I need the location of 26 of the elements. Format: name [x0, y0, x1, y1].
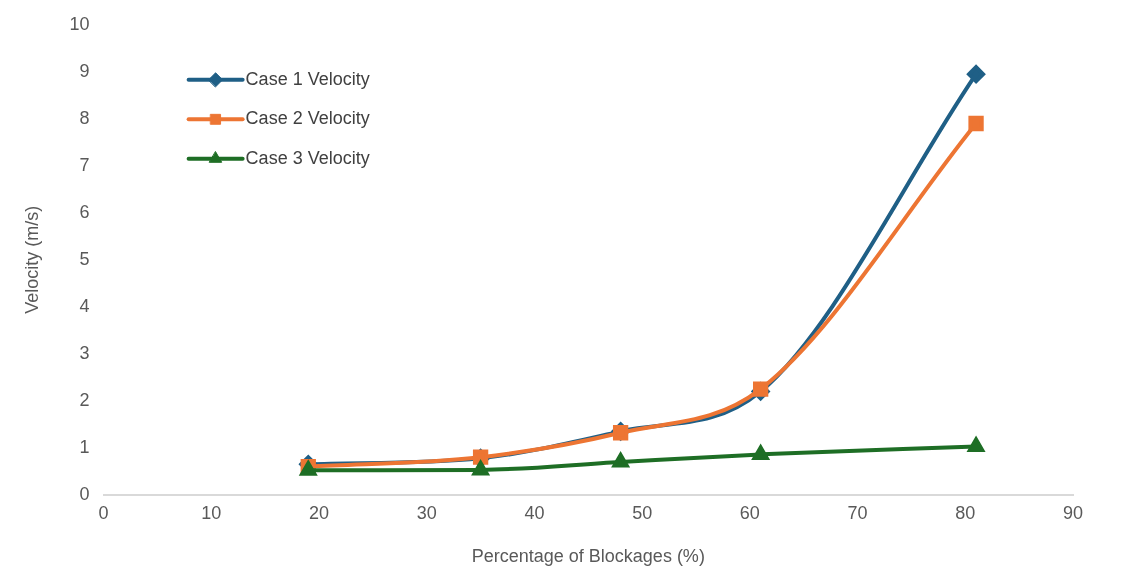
x-tick-label: 30	[416, 502, 437, 523]
x-tick-label: 70	[847, 502, 868, 523]
y-tick-label: 2	[79, 389, 90, 410]
y-tick-label: 7	[79, 154, 90, 175]
x-tick-label: 40	[524, 502, 545, 523]
x-tick-label: 60	[739, 502, 760, 523]
y-tick-label: 4	[79, 295, 90, 316]
legend-label: Case 3 Velocity	[245, 147, 370, 168]
x-tick-label: 90	[1062, 502, 1084, 523]
legend-label: Case 1 Velocity	[245, 68, 370, 89]
y-tick-label: 10	[69, 13, 90, 34]
y-axis-title: Velocity (m/s)	[21, 205, 42, 314]
y-tick-label: 9	[79, 60, 90, 81]
y-tick-label: 0	[79, 483, 90, 504]
y-tick-label: 5	[79, 248, 90, 269]
x-axis-title: Percentage of Blockages (%)	[471, 546, 705, 567]
x-tick-label: 10	[201, 502, 222, 523]
x-tick-label: 20	[309, 502, 330, 523]
y-tick-label: 1	[79, 436, 90, 457]
y-tick-label: 6	[79, 201, 90, 222]
y-tick-label: 8	[79, 107, 90, 128]
x-tick-label: 0	[98, 502, 109, 523]
y-tick-label: 3	[79, 342, 90, 363]
legend-label: Case 2 Velocity	[245, 108, 370, 129]
x-tick-label: 50	[632, 502, 653, 523]
x-tick-label: 80	[955, 502, 976, 523]
